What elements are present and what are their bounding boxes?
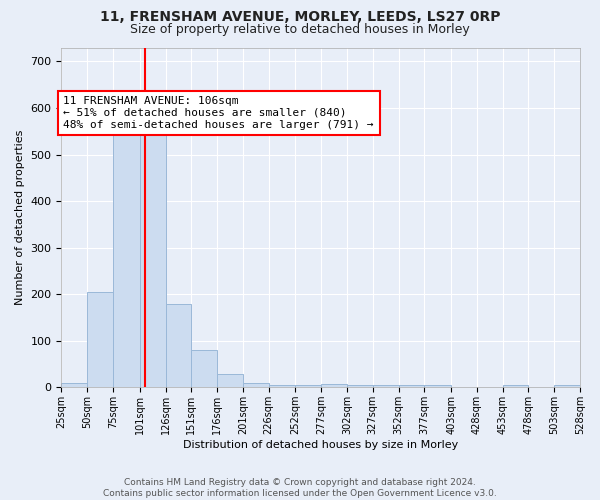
Bar xyxy=(424,385,451,388)
Bar xyxy=(373,385,398,388)
Bar xyxy=(503,385,529,388)
X-axis label: Distribution of detached houses by size in Morley: Distribution of detached houses by size … xyxy=(183,440,458,450)
Bar xyxy=(243,382,269,388)
Bar xyxy=(398,385,424,388)
Bar xyxy=(61,382,87,388)
Y-axis label: Number of detached properties: Number of detached properties xyxy=(15,130,25,305)
Text: 11, FRENSHAM AVENUE, MORLEY, LEEDS, LS27 0RP: 11, FRENSHAM AVENUE, MORLEY, LEEDS, LS27… xyxy=(100,10,500,24)
Bar xyxy=(295,385,321,388)
Text: 11 FRENSHAM AVENUE: 106sqm
← 51% of detached houses are smaller (840)
48% of sem: 11 FRENSHAM AVENUE: 106sqm ← 51% of deta… xyxy=(64,96,374,130)
Bar xyxy=(347,384,373,388)
Bar xyxy=(166,304,191,388)
Bar xyxy=(217,374,243,388)
Text: Contains HM Land Registry data © Crown copyright and database right 2024.
Contai: Contains HM Land Registry data © Crown c… xyxy=(103,478,497,498)
Bar xyxy=(113,127,140,388)
Bar xyxy=(554,385,580,388)
Bar xyxy=(140,124,166,388)
Bar xyxy=(269,385,295,388)
Text: Size of property relative to detached houses in Morley: Size of property relative to detached ho… xyxy=(130,22,470,36)
Bar xyxy=(191,350,217,388)
Bar xyxy=(87,292,113,388)
Bar xyxy=(321,384,347,388)
